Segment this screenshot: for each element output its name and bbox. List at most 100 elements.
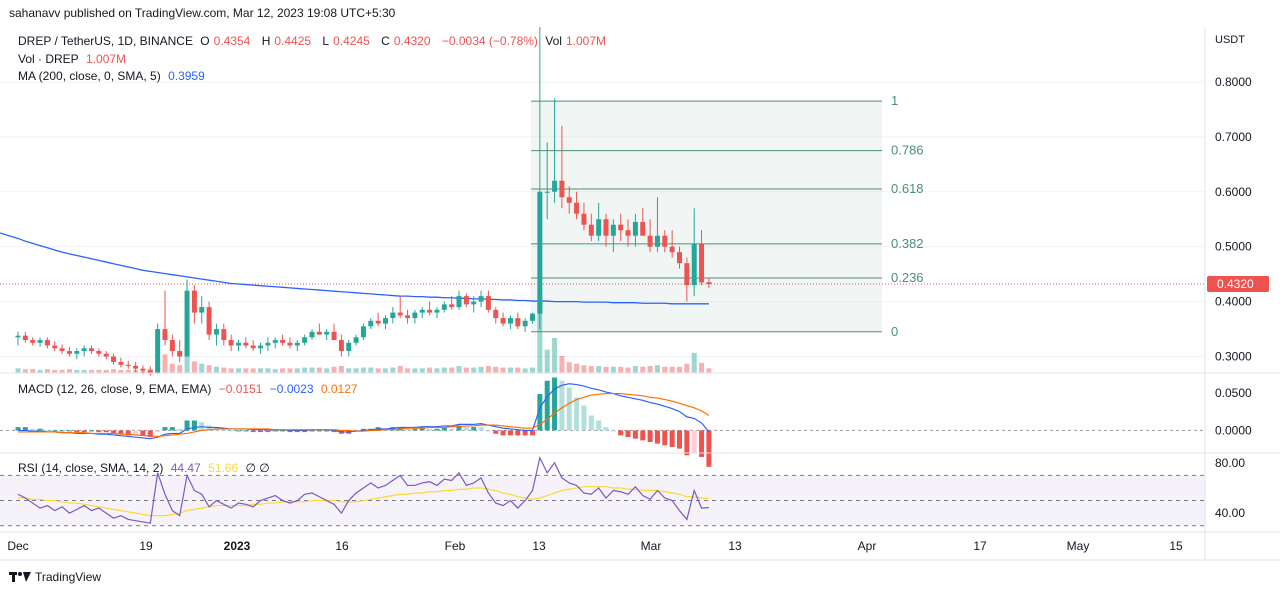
macd-pane[interactable]	[15, 377, 712, 467]
volume-bar	[463, 367, 469, 373]
macd-hist-bar	[309, 430, 315, 432]
y-tick-label: 0.6000	[1215, 185, 1252, 199]
candle-body	[434, 309, 440, 313]
macd-hist-bar	[603, 427, 609, 431]
fib-level-label: 0.618	[891, 181, 924, 196]
volume-bar	[81, 369, 87, 373]
volume-bar	[500, 367, 506, 373]
macd-line-value: −0.0023	[269, 382, 314, 396]
chart-frame[interactable]: 1 0.786 0.618 0.382 0.236 0 USDT 0.8000 0.7000 0…	[0, 27, 1280, 567]
candle-body	[294, 342, 300, 346]
fib-retracement[interactable]: 1 0.786 0.618 0.382 0.236 0	[531, 93, 924, 339]
candle-body	[456, 296, 462, 308]
ma-legend: MA (200, close, 0, SMA, 5) 0.3959	[18, 69, 209, 83]
candle-body	[360, 326, 366, 338]
volume-bar	[383, 368, 388, 373]
volume-bar	[59, 369, 65, 373]
candlesticks[interactable]	[15, 27, 712, 376]
macd-hist-bar	[706, 430, 712, 467]
candle-body	[500, 318, 506, 324]
volume-bar	[456, 366, 462, 373]
candle-body	[588, 224, 594, 236]
volume-bar	[610, 366, 616, 373]
macd-legend: MACD (12, 26, close, 9, EMA, EMA) −0.015…	[18, 382, 362, 396]
candle-body	[236, 342, 241, 346]
volume-bar	[706, 368, 712, 373]
macd-hist-bar	[66, 430, 72, 432]
candle-body	[397, 312, 403, 316]
fib-level-label: 0	[891, 324, 898, 339]
macd-hist-bar	[118, 430, 124, 434]
volume-bar	[405, 368, 411, 373]
volume-bars	[15, 303, 712, 373]
volume-bar	[640, 366, 646, 373]
volume-bar	[559, 355, 565, 373]
rsi-legend-label[interactable]: RSI (14, close, SMA, 14, 2)	[18, 461, 164, 475]
volume-bar	[699, 362, 705, 373]
x-tick-label: Apr	[858, 539, 877, 553]
candle-body	[625, 230, 631, 236]
volume-bar	[15, 368, 21, 373]
x-tick-label: 13	[532, 539, 546, 553]
candle-body	[515, 318, 521, 327]
volume-bar	[368, 367, 374, 373]
candle-body	[177, 351, 183, 357]
candle-body	[559, 180, 565, 198]
symbol-label[interactable]: DREP / TetherUS, 1D, BINANCE	[18, 34, 193, 48]
volume-bar	[191, 361, 197, 373]
candle-body	[647, 235, 653, 247]
volume-bar	[530, 367, 535, 373]
macd-hist-bar	[236, 430, 241, 432]
volume-bar	[691, 352, 697, 373]
macd-hist-bar	[625, 430, 631, 438]
ma-legend-value: 0.3959	[168, 69, 205, 83]
volume-legend-label[interactable]: Vol · DREP	[18, 52, 79, 66]
volume-bar	[360, 367, 366, 373]
candle-body	[37, 340, 43, 343]
candle-body	[610, 224, 616, 236]
candle-body	[111, 356, 117, 363]
volume-bar	[471, 367, 477, 373]
ma-legend-label[interactable]: MA (200, close, 0, SMA, 5)	[18, 69, 161, 83]
rsi-pane[interactable]	[0, 455, 1205, 527]
macd-hist-bar	[140, 430, 146, 436]
candle-body	[346, 342, 352, 352]
macd-hist-bar	[485, 430, 491, 432]
candle-body	[581, 213, 587, 225]
volume-bar	[596, 366, 602, 373]
x-tick-label: 15	[1169, 539, 1183, 553]
tradingview-logo-icon[interactable]	[9, 571, 31, 583]
macd-hist-bar	[265, 430, 271, 433]
volume-bar	[184, 349, 190, 373]
footer-brand: TradingView	[35, 570, 102, 584]
x-tick-label: 19	[139, 539, 153, 553]
volume-bar	[478, 366, 484, 373]
macd-hist-bar	[184, 420, 190, 431]
macd-hist-bar	[610, 430, 616, 432]
candle-body	[691, 243, 697, 286]
x-tick-label: 16	[335, 539, 349, 553]
volume-bar	[581, 365, 587, 373]
volume-bar	[66, 369, 72, 373]
macd-hist-bar	[552, 377, 558, 431]
volume-bar	[603, 366, 609, 373]
y-tick-label: 0.7000	[1215, 130, 1252, 144]
candle-body	[368, 320, 374, 327]
macd-hist-bar	[22, 427, 28, 431]
volume-bar	[96, 369, 102, 373]
candle-body	[471, 301, 477, 305]
macd-hist-bar	[471, 427, 477, 431]
macd-hist-bar	[537, 394, 543, 431]
close-value: 0.4320	[393, 34, 431, 48]
candle-body	[669, 246, 675, 253]
macd-hist-bar	[684, 430, 690, 456]
volume-bar	[618, 366, 624, 373]
candle-body	[30, 340, 36, 343]
macd-legend-label[interactable]: MACD (12, 26, close, 9, EMA, EMA)	[18, 382, 212, 396]
candle-body	[250, 345, 256, 349]
macd-hist-bar	[250, 430, 256, 433]
candle-body	[427, 309, 433, 313]
macd-hist-bar	[287, 430, 293, 433]
volume-bar	[625, 367, 631, 373]
volume-bar	[309, 367, 315, 373]
